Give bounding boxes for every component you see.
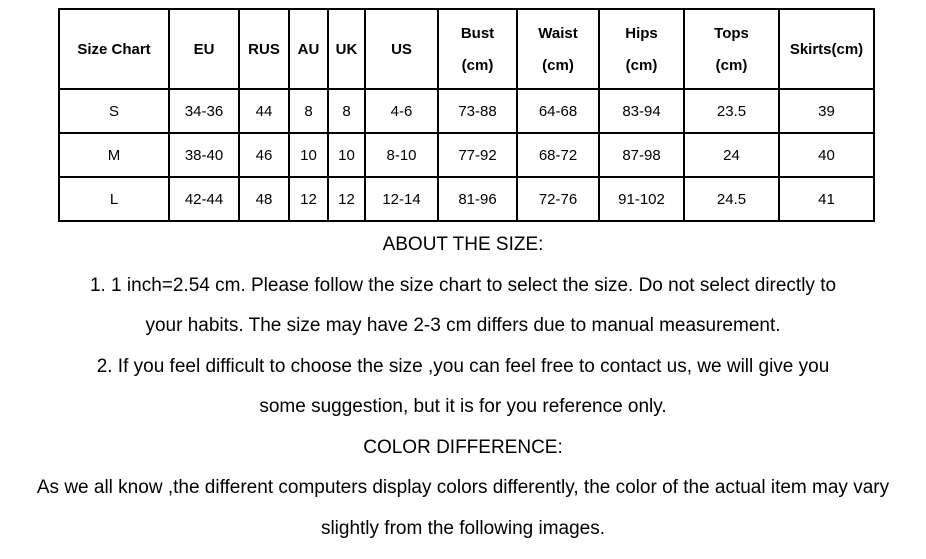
cell-rus: 48	[238, 176, 290, 222]
col-header-unit: (cm)	[461, 56, 494, 74]
col-header-unit: (cm)	[625, 56, 658, 74]
cell-bust: 77-92	[437, 132, 518, 178]
color-note-line-2: slightly from the following images.	[320, 517, 606, 539]
col-header-tops: Tops (cm)	[683, 8, 780, 90]
table-row-size-l: L 42-44 48 12 12 12-14 81-96 72-76 91-10…	[58, 176, 875, 222]
cell-us: 4-6	[364, 88, 439, 134]
cell-hips: 83-94	[598, 88, 685, 134]
size-chart-table: Size Chart EU RUS AU UK US Bust (cm) Wais…	[58, 8, 875, 222]
cell-uk: 8	[327, 88, 366, 134]
page: Size Chart EU RUS AU UK US Bust (cm) Wais…	[0, 8, 926, 559]
cell-eu: 38-40	[168, 132, 240, 178]
cell-hips: 87-98	[598, 132, 685, 178]
cell-au: 10	[288, 132, 329, 178]
cell-tops: 24	[683, 132, 780, 178]
cell-size: M	[58, 132, 170, 178]
col-header-rus: RUS	[238, 8, 290, 90]
cell-rus: 46	[238, 132, 290, 178]
table-row-size-s: S 34-36 44 8 8 4-6 73-88 64-68 83-94 23.…	[58, 88, 875, 134]
cell-tops: 24.5	[683, 176, 780, 222]
cell-waist: 72-76	[516, 176, 600, 222]
col-header-hips: Hips (cm)	[598, 8, 685, 90]
cell-skirts: 41	[778, 176, 875, 222]
cell-skirts: 39	[778, 88, 875, 134]
cell-hips: 91-102	[598, 176, 685, 222]
cell-uk: 10	[327, 132, 366, 178]
cell-waist: 68-72	[516, 132, 600, 178]
col-header-label: AU	[297, 40, 320, 58]
cell-rus: 44	[238, 88, 290, 134]
col-header-waist: Waist (cm)	[516, 8, 600, 90]
about-note-line-3: 2. If you feel difficult to choose the s…	[96, 355, 830, 377]
col-header-eu: EU	[168, 8, 240, 90]
col-header-unit: (cm)	[715, 56, 748, 74]
cell-uk: 12	[327, 176, 366, 222]
col-header-bust: Bust (cm)	[437, 8, 518, 90]
cell-au: 8	[288, 88, 329, 134]
cell-skirts: 40	[778, 132, 875, 178]
cell-bust: 81-96	[437, 176, 518, 222]
cell-size: L	[58, 176, 170, 222]
col-header-label: Bust	[460, 24, 495, 42]
table-row-size-m: M 38-40 46 10 10 8-10 77-92 68-72 87-98 …	[58, 132, 875, 178]
col-header-label: Size Chart	[77, 40, 151, 58]
col-header-label: RUS	[248, 40, 280, 58]
col-header-label: Waist	[538, 24, 578, 42]
notes-section: ABOUT THE SIZE: 1. 1 inch=2.54 cm. Pleas…	[0, 225, 926, 549]
cell-size: S	[58, 88, 170, 134]
about-size-heading: ABOUT THE SIZE:	[382, 234, 544, 255]
table-header-row: Size Chart EU RUS AU UK US Bust (cm) Wais…	[58, 8, 875, 90]
col-header-label: Hips	[625, 24, 658, 42]
cell-bust: 73-88	[437, 88, 518, 134]
col-header-label: UK	[335, 40, 358, 58]
col-header-uk: UK	[327, 8, 366, 90]
cell-waist: 64-68	[516, 88, 600, 134]
col-header-us: US	[364, 8, 439, 90]
cell-eu: 34-36	[168, 88, 240, 134]
col-header-unit: (cm)	[542, 56, 574, 74]
cell-tops: 23.5	[683, 88, 780, 134]
col-header-label: EU	[193, 40, 215, 58]
about-note-line-2: your habits. The size may have 2-3 cm di…	[145, 315, 781, 336]
cell-au: 12	[288, 176, 329, 222]
about-note-line-4: some suggestion, but it is for you refer…	[259, 396, 667, 417]
col-header-skirts: Skirts(cm)	[778, 8, 875, 90]
col-header-label: Skirts(cm)	[789, 40, 864, 58]
about-note-line-1: 1. 1 inch=2.54 cm. Please follow the siz…	[89, 274, 837, 296]
cell-us: 8-10	[364, 132, 439, 178]
color-note-line-1: As we all know ,the different computers …	[36, 477, 890, 498]
cell-us: 12-14	[364, 176, 439, 222]
cell-eu: 42-44	[168, 176, 240, 222]
color-difference-heading: COLOR DIFFERENCE:	[363, 436, 563, 458]
col-header-label: Tops	[714, 24, 749, 42]
col-header-au: AU	[288, 8, 329, 90]
col-header-label: US	[391, 40, 412, 58]
col-header-size-chart: Size Chart	[58, 8, 170, 90]
